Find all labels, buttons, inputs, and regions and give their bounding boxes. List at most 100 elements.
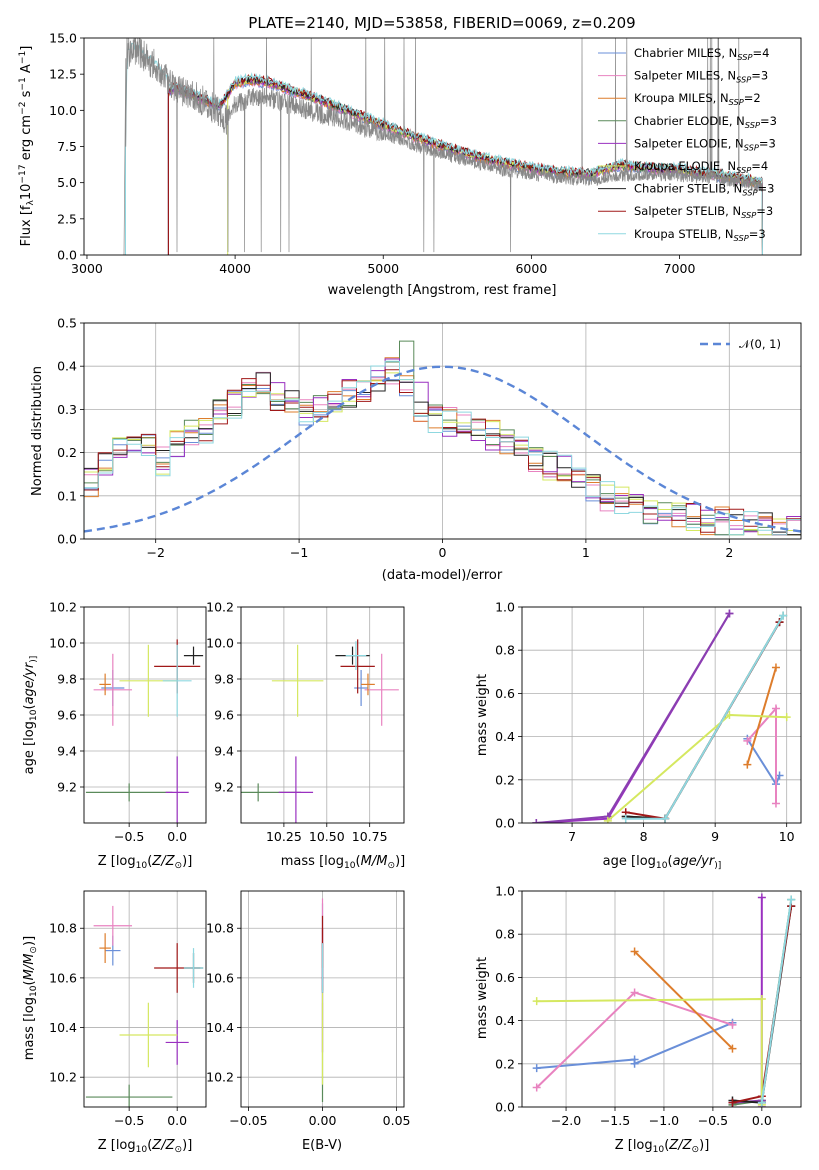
panel-6-axes [237, 891, 404, 1111]
panel-5-frame [83, 890, 207, 1108]
legend-label: Chabrier ELODIE, NSSP=3 [634, 114, 777, 130]
y-tick-label: 0.0 [57, 248, 77, 263]
y-tick-label: 15.0 [49, 31, 77, 46]
y-tick-label: 0.8 [495, 927, 515, 942]
x-axis-label: Z [log10(Z/Z⊙)] [98, 1138, 193, 1155]
panel-2-axes [80, 606, 206, 827]
panel-2-frame [83, 606, 207, 824]
y-tick-label: 1.0 [495, 600, 515, 615]
mass-weight-marker [728, 1020, 737, 1029]
mass-weight-marker [779, 611, 788, 620]
legend-label: Kroupa ELODIE, NSSP=4 [634, 159, 768, 175]
y-tick-label: 10.6 [206, 970, 234, 985]
y-tick-label: 10.6 [49, 970, 77, 985]
y-tick-label: 10.0 [206, 636, 234, 651]
mass-weight-line [607, 713, 787, 822]
panel-4-frame [521, 606, 802, 824]
y-tick-label: 0.2 [57, 445, 77, 460]
x-tick-label: 7 [568, 829, 576, 844]
x-tick-label: 10.25 [266, 829, 302, 844]
mass-weight-marker [782, 713, 791, 722]
mass-weight-marker [661, 814, 670, 823]
x-axis-label: (data-model)/error [382, 568, 503, 583]
y-tick-label: 7.5 [57, 139, 77, 154]
y-tick-label: 9.8 [214, 672, 234, 687]
mass-weight-marker [757, 995, 766, 1003]
y-tick-label: 10.0 [49, 103, 77, 118]
legend-label: Chabrier STELIB, NSSP=3 [634, 182, 774, 198]
panel-3-axes [237, 606, 404, 827]
x-tick-label: 5000 [367, 261, 399, 276]
mass-weight-marker [757, 893, 766, 902]
data-spectrum-line [123, 38, 763, 255]
y-tick-label: 0.0 [495, 1100, 515, 1115]
y-tick-label: 10.8 [49, 921, 77, 936]
panel-7-frame [521, 890, 802, 1108]
y-tick-label: 9.2 [57, 780, 77, 795]
y-tick-label: 0.4 [495, 1013, 515, 1028]
mass-weight-marker [630, 947, 639, 956]
y-tick-label: 5.0 [57, 175, 77, 190]
x-tick-label: 0.0 [167, 829, 187, 844]
x-tick-label: −2.0 [551, 1113, 581, 1128]
legend-label: Kroupa MILES, NSSP=2 [634, 91, 761, 107]
mass-weight-marker [771, 799, 780, 808]
x-tick-label: 10.50 [309, 829, 345, 844]
x-axis-label: age [log10(age/yr)] [603, 854, 722, 871]
mass-weight-marker [603, 816, 612, 823]
legend-label: Salpeter ELODIE, NSSP=3 [634, 136, 776, 152]
panel-6-frame [240, 890, 405, 1108]
y-tick-label: 0.6 [495, 970, 515, 985]
panel-0-axes [80, 37, 680, 259]
x-axis-label: Z [log10(Z/Z⊙)] [615, 1138, 710, 1155]
y-tick-label: 0.2 [495, 772, 515, 787]
x-tick-label: −1.0 [649, 1113, 679, 1128]
mass-weight-marker [630, 988, 639, 997]
y-tick-label: 9.6 [214, 708, 234, 723]
x-tick-label: −0.05 [229, 1113, 267, 1128]
x-axis-label: E(B-V) [302, 1138, 342, 1153]
mass-weight-marker [771, 663, 780, 672]
y-axis-label: mass weight [475, 957, 490, 1039]
y-tick-label: 10.2 [49, 1070, 77, 1085]
y-tick-label: 10.2 [206, 1070, 234, 1085]
y-tick-label: 9.4 [57, 744, 77, 759]
x-tick-label: −0.5 [114, 1113, 144, 1128]
mass-weight-marker [728, 1098, 737, 1107]
panel-5-axes [80, 891, 206, 1111]
mass-weight-marker [743, 760, 752, 769]
y-tick-label: 9.4 [214, 744, 234, 759]
x-tick-label: −2 [146, 545, 164, 560]
x-tick-label: 0.00 [309, 1113, 337, 1128]
y-axis-label: Normed distribution [30, 366, 45, 496]
mass-weight-line [625, 621, 781, 820]
x-tick-label: 4000 [219, 261, 251, 276]
x-axis-label: mass [log10(M/M⊙)] [281, 854, 405, 871]
model-spectrum-line [124, 42, 763, 255]
y-tick-label: 12.5 [49, 67, 77, 82]
panel-1-frame [83, 322, 802, 540]
legend-label: 𝒩(0, 1) [739, 337, 781, 351]
legend-label: Chabrier MILES, NSSP=4 [634, 46, 769, 62]
x-tick-label: 0.0 [167, 1113, 187, 1128]
y-tick-label: 2.5 [57, 211, 77, 226]
mass-weight-marker [532, 997, 541, 1006]
x-tick-label: 1 [582, 545, 590, 560]
y-tick-label: 10.4 [206, 1020, 234, 1035]
x-tick-label: 9 [711, 829, 719, 844]
x-tick-label: 0 [439, 545, 447, 560]
panel-3-frame [240, 606, 405, 824]
mass-weight-marker [757, 1098, 766, 1107]
mass-weight-marker [771, 704, 780, 713]
x-axis-label: wavelength [Angstrom, rest frame] [328, 283, 557, 298]
x-tick-label: 6000 [515, 261, 547, 276]
y-tick-label: 0.3 [57, 402, 77, 417]
mass-weight-line [536, 997, 763, 1105]
x-tick-label: −0.5 [114, 829, 144, 844]
y-axis-label: Flux [fλ10−17 erg cm−2 s−1 A−1] [18, 46, 36, 247]
x-tick-label: 2 [725, 545, 733, 560]
mass-weight-marker [728, 1044, 737, 1053]
mass-weight-marker [621, 814, 630, 823]
x-tick-label: 3000 [71, 261, 103, 276]
